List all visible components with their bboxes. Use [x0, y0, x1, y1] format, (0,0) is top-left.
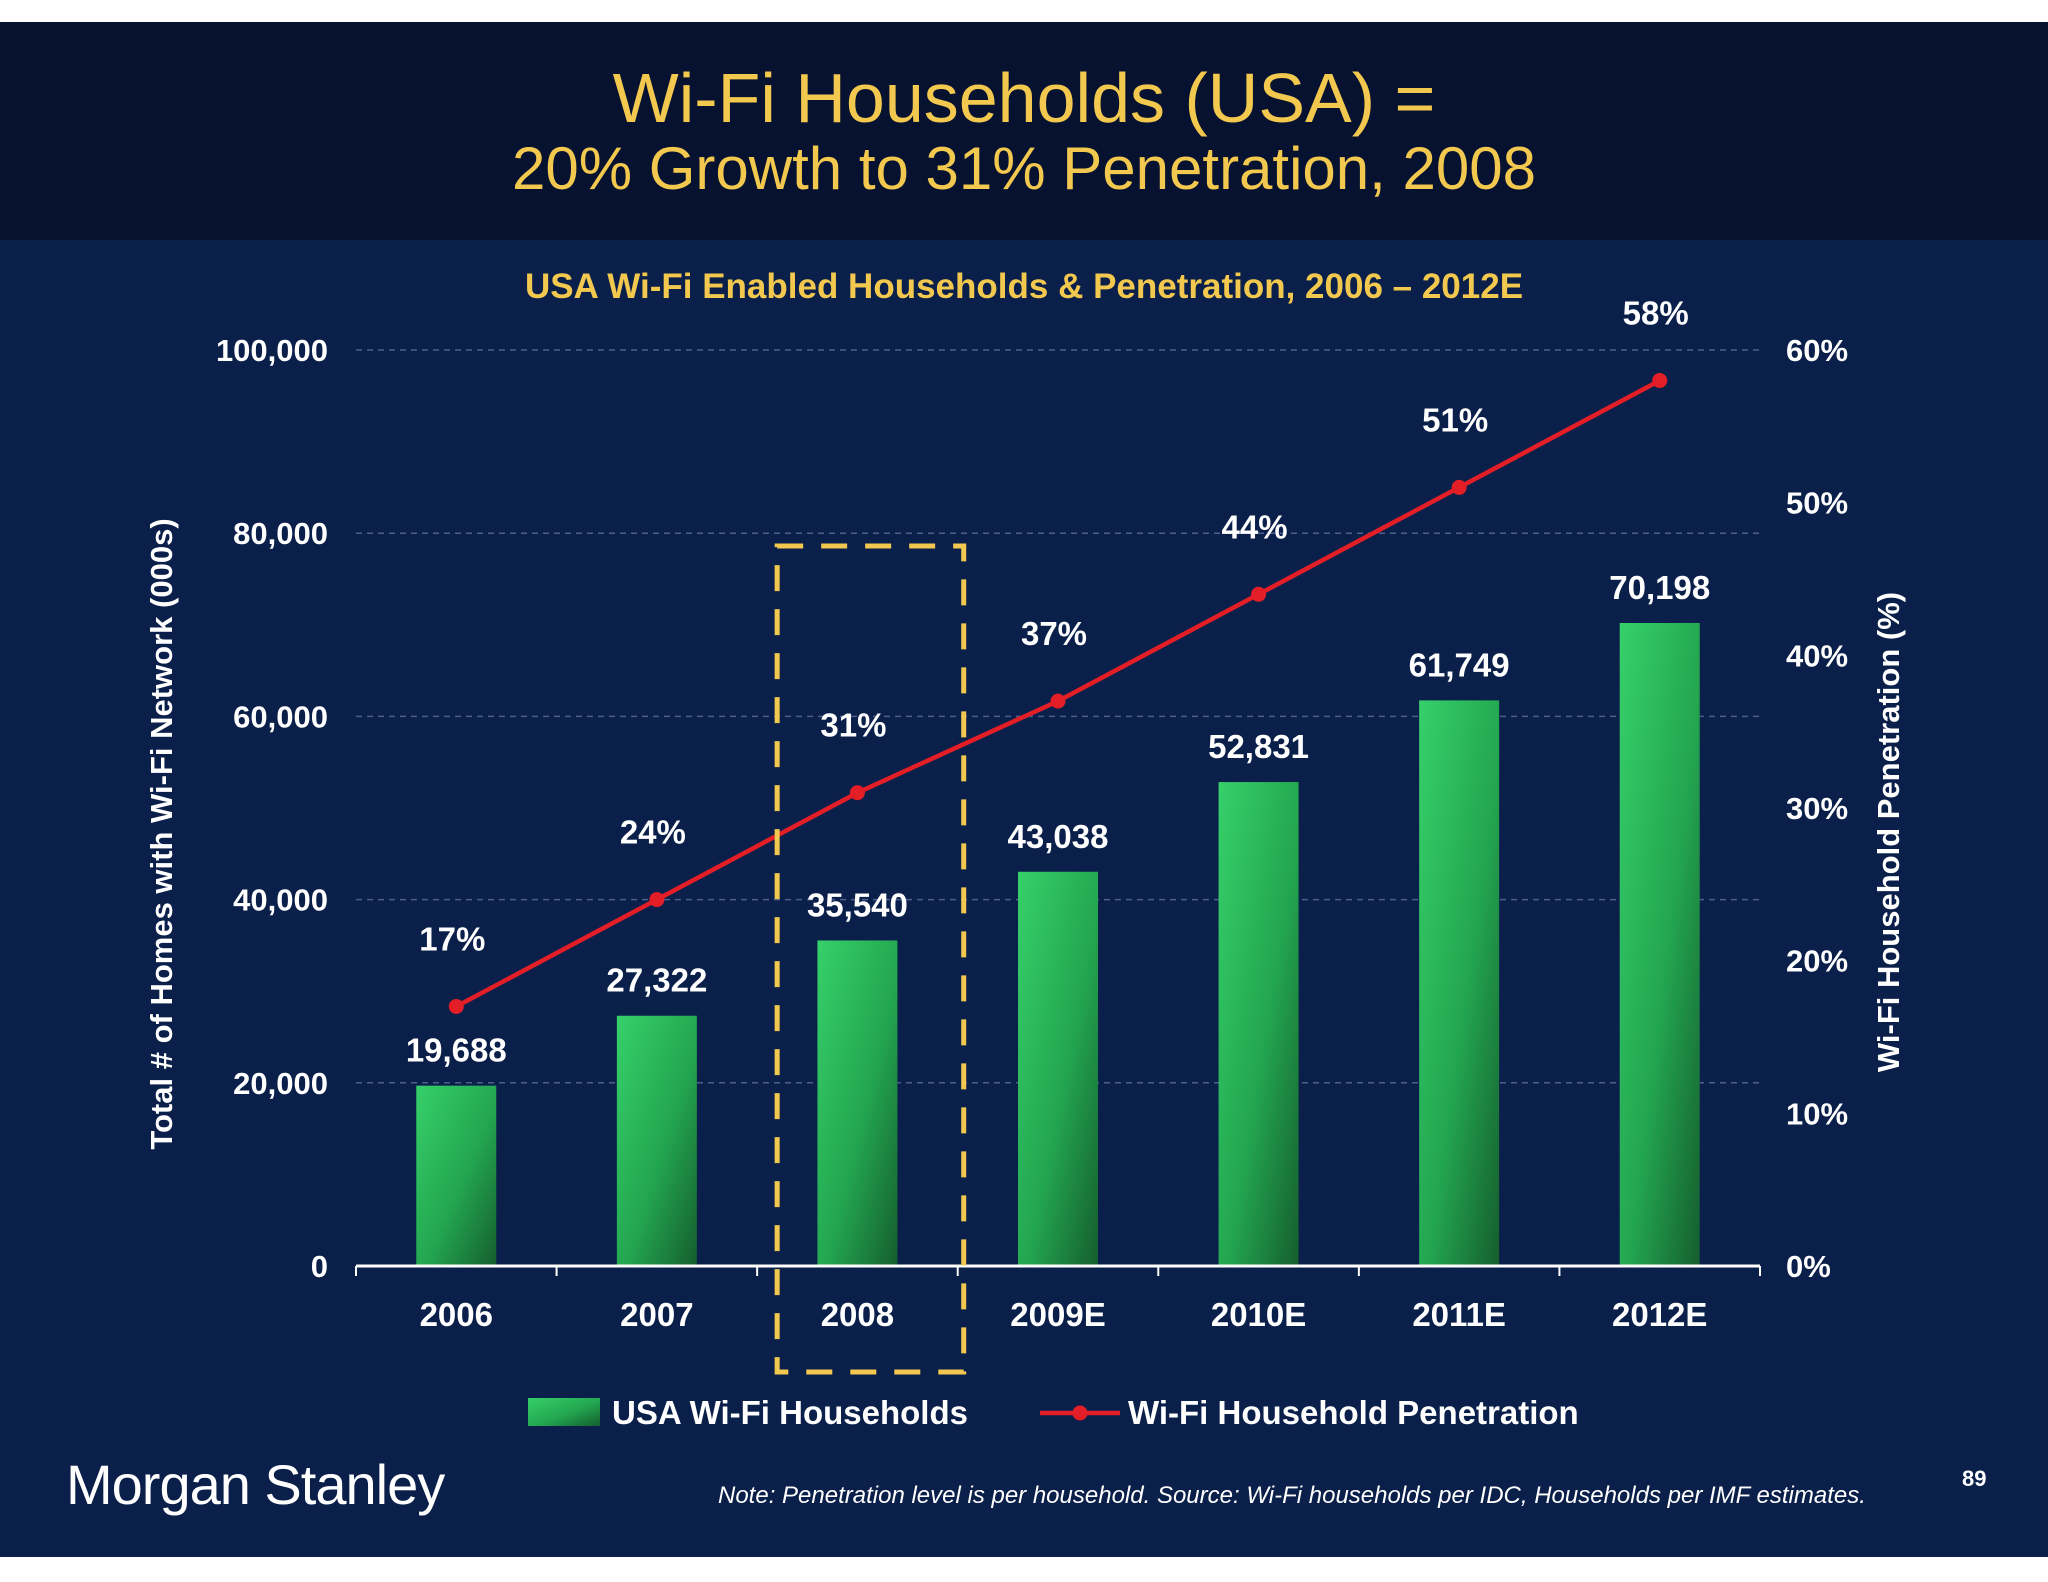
y2-tick-label: 0% [1786, 1249, 1831, 1284]
bar [1619, 622, 1700, 1266]
y-tick-label: 20,000 [233, 1066, 328, 1101]
bar-value-label: 52,831 [1208, 728, 1309, 765]
x-tick-label: 2008 [821, 1296, 894, 1333]
penetration-point [649, 892, 665, 908]
penetration-point [1050, 693, 1066, 709]
y-tick-label: 40,000 [233, 883, 328, 918]
bars [416, 622, 1700, 1266]
penetration-value-label: 31% [820, 707, 886, 744]
slide: Wi-Fi Households (USA) = 20% Growth to 3… [0, 22, 2048, 1557]
penetration-point [849, 785, 865, 801]
slide-title: Wi-Fi Households (USA) = [612, 59, 1436, 137]
bar-value-label: 61,749 [1409, 646, 1510, 683]
penetration-value-label: 17% [419, 920, 485, 957]
legend-line-label: Wi-Fi Household Penetration [1128, 1394, 1579, 1431]
penetration-point [1652, 373, 1668, 389]
penetration-value-label: 37% [1021, 615, 1087, 652]
legend: USA Wi-Fi Households Wi-Fi Household Pene… [528, 1394, 1579, 1431]
bar [416, 1085, 497, 1266]
y-axis-label: Total # of Homes with Wi-Fi Network (000… [144, 518, 179, 1149]
x-tick-label: 2009E [1010, 1296, 1105, 1333]
penetration-value-label: 58% [1623, 295, 1689, 332]
penetration-point [448, 998, 464, 1014]
y2-tick-label: 20% [1786, 944, 1848, 979]
bar [1218, 782, 1299, 1266]
source-note: Note: Penetration level is per household… [718, 1482, 1866, 1509]
chart-title: USA Wi-Fi Enabled Households & Penetrati… [525, 267, 1523, 306]
bar-value-label: 43,038 [1008, 818, 1109, 855]
legend-bar-swatch [528, 1398, 600, 1426]
y2-axis-label: Wi-Fi Household Penetration (%) [1871, 592, 1906, 1072]
y2-tick-label: 10% [1786, 1096, 1848, 1131]
y-tick-label: 80,000 [233, 516, 328, 551]
legend-line-marker [1072, 1405, 1088, 1421]
morgan-stanley-logo: Morgan Stanley [66, 1453, 445, 1516]
bar [1419, 700, 1500, 1266]
bar [1018, 871, 1098, 1266]
penetration-value-label: 44% [1222, 508, 1288, 545]
y-tick-label: 60,000 [233, 699, 328, 734]
legend-bar-label: USA Wi-Fi Households [612, 1394, 968, 1431]
x-tick-label: 2011E [1412, 1296, 1506, 1333]
penetration-value-label: 24% [620, 814, 686, 851]
bar-value-label: 35,540 [807, 886, 908, 923]
x-tick-label: 2006 [420, 1296, 493, 1333]
bar [616, 1015, 697, 1266]
bar-value-label: 70,198 [1609, 569, 1710, 606]
y2-tick-label: 30% [1786, 791, 1848, 826]
x-tick-label: 2010E [1211, 1296, 1306, 1333]
highlight-box-2008 [774, 543, 967, 1375]
y2-tick-label: 50% [1786, 486, 1848, 521]
y-tick-label: 100,000 [216, 333, 328, 368]
gridlines [356, 349, 1760, 1084]
penetration-point [1251, 586, 1267, 602]
page-number: 89 [1962, 1466, 1987, 1491]
slide-subtitle: 20% Growth to 31% Penetration, 2008 [512, 135, 1536, 202]
header-band [0, 22, 2048, 240]
penetration-point [1451, 479, 1467, 495]
y2-tick-label: 40% [1786, 638, 1848, 673]
bar-value-label: 19,688 [406, 1032, 507, 1069]
axes: 0 20,000 40,000 60,000 80,000 100,000 0% 10% 20%… [216, 333, 1848, 1333]
x-tick-label: 2012E [1612, 1296, 1707, 1333]
x-tick-label: 2007 [620, 1296, 693, 1333]
penetration-value-label: 51% [1422, 401, 1488, 438]
data-labels: 19,688 27,322 35,540 43,038 52,831 61,749 70,1… [406, 295, 1710, 1069]
y2-tick-label: 60% [1786, 333, 1848, 368]
penetration-line [448, 373, 1668, 1375]
bar [817, 940, 898, 1266]
chart: USA Wi-Fi Enabled Households & Penetrati… [144, 267, 1906, 1431]
bar-value-label: 27,322 [606, 962, 707, 999]
y-tick-label: 0 [311, 1249, 328, 1284]
